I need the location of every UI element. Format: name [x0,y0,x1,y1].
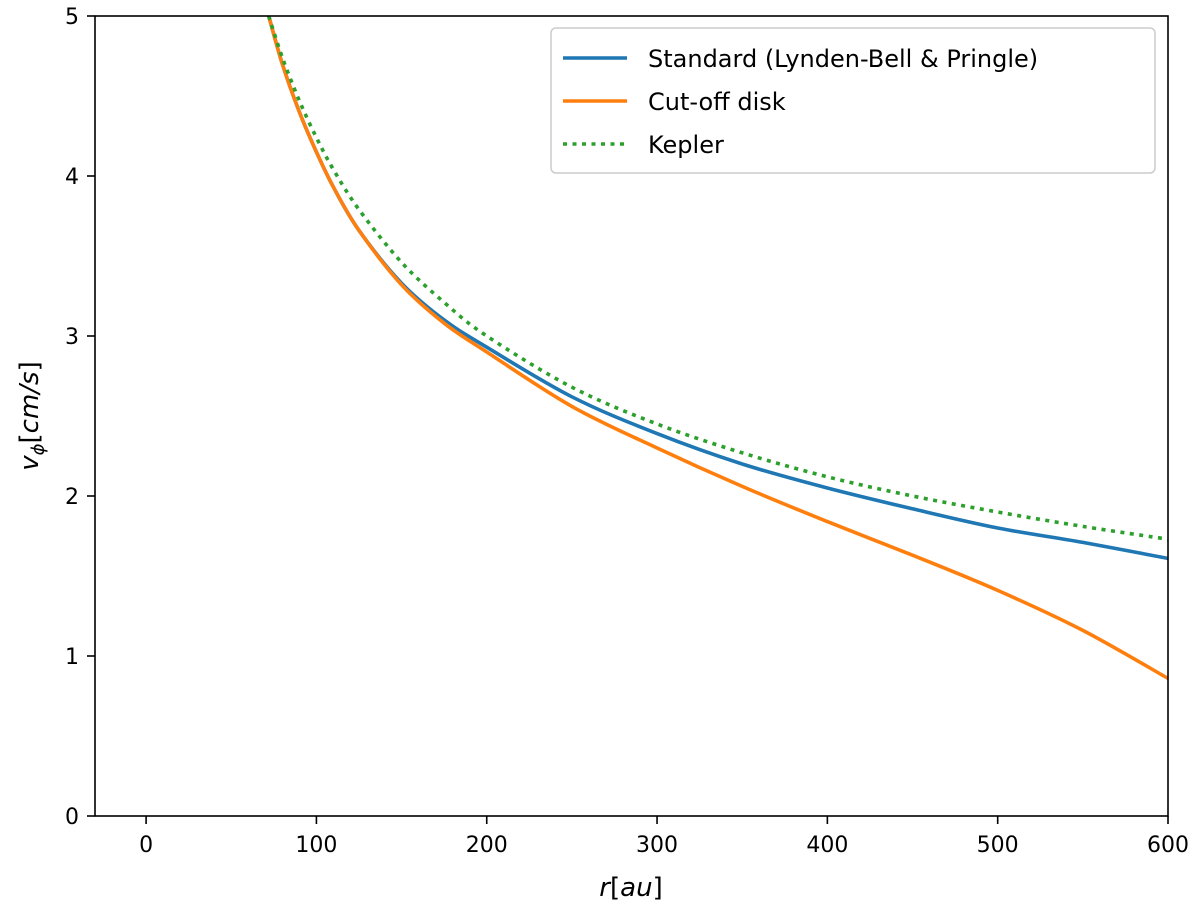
y-axis-label-main: v [15,455,45,471]
y-axis-label: vϕ[cm/s] [15,361,49,471]
legend-frame [550,27,1156,174]
plot-area [266,16,1168,681]
series-line-kepler [267,16,1168,541]
legend: Standard (Lynden-Bell & Pringle) Cut-off … [550,27,1156,174]
y-tick-label: 3 [65,325,79,350]
y-axis-ticks: 0 1 2 3 4 5 [65,5,95,830]
y-tick-label: 1 [65,645,79,670]
legend-label: Kepler [648,131,724,159]
series-line-cut-off-disk [266,16,1168,681]
x-tick-label: 600 [1147,833,1189,858]
y-axis-label-subscript: ϕ [28,443,49,455]
x-tick-label: 500 [977,833,1019,858]
plot-frame [94,15,1169,817]
x-tick-label: 0 [139,833,153,858]
x-axis-ticks: 0 100 200 300 400 500 600 [139,816,1189,858]
x-tick-label: 200 [466,833,508,858]
y-tick-label: 2 [65,485,79,510]
legend-label: Cut-off disk [648,88,786,116]
x-tick-label: 400 [806,833,848,858]
x-axis-label-main: r [599,873,612,903]
y-tick-label: 4 [65,165,79,190]
y-tick-label: 5 [65,5,79,30]
legend-label: Standard (Lynden-Bell & Pringle) [648,45,1038,73]
x-tick-label: 300 [636,833,678,858]
y-tick-label: 0 [65,805,79,830]
x-axis-label-unit: au [620,873,652,903]
y-axis-label-unit: cm/s [15,371,45,433]
x-axis-label: r[au] [599,873,662,903]
x-tick-label: 100 [295,833,337,858]
